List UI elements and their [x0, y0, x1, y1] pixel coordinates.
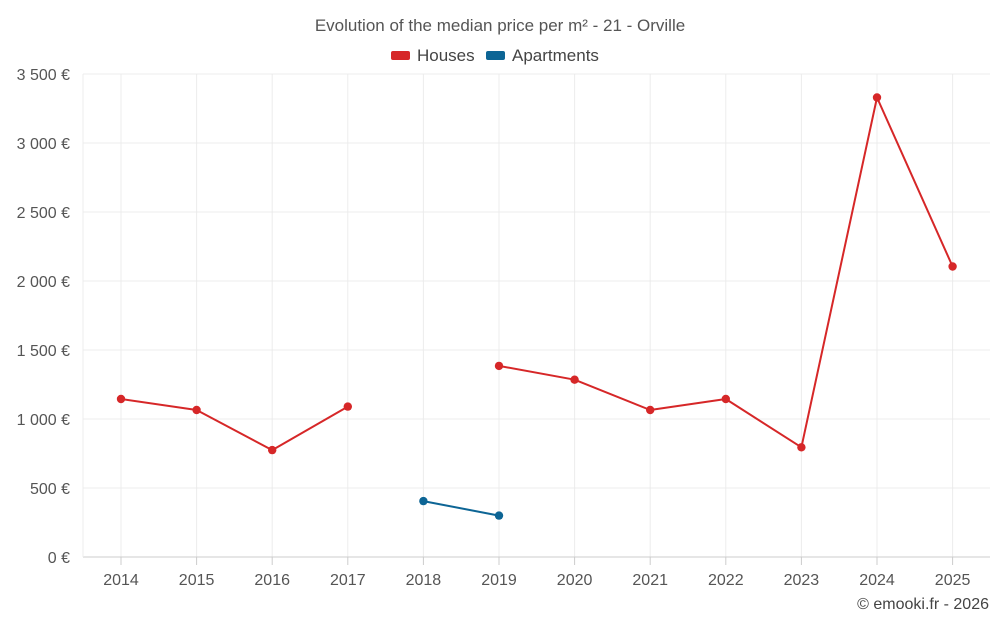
houses-point-2019[interactable]: [494, 361, 504, 371]
y-tick-label: 1 000 €: [17, 412, 70, 429]
chart-title: Evolution of the median price per m² - 2…: [315, 16, 685, 35]
y-tick-label: 2 000 €: [17, 274, 70, 291]
x-tick-label: 2023: [784, 572, 820, 589]
houses-point-2016[interactable]: [268, 445, 277, 455]
x-tick-label: 2017: [330, 572, 366, 589]
apartments-line: [423, 500, 500, 517]
x-tick-label: 2020: [557, 572, 593, 589]
series-apartments: [419, 496, 504, 520]
x-tick-label: 2016: [254, 572, 290, 589]
legend-swatch-houses: [391, 51, 410, 60]
houses-point-2015[interactable]: [192, 405, 201, 415]
credit-text: © emooki.fr - 2026: [857, 596, 989, 613]
houses-point-2024[interactable]: [872, 93, 882, 102]
legend-item-houses[interactable]: Houses: [391, 46, 475, 65]
houses-point-2014[interactable]: [116, 394, 126, 404]
houses-point-2023[interactable]: [797, 443, 806, 452]
x-tick-label: 2024: [859, 572, 895, 589]
series-houses: [116, 93, 957, 455]
x-tick-label: 2019: [481, 572, 517, 589]
houses-line: [120, 398, 349, 452]
legend-label-houses: Houses: [417, 46, 475, 65]
legend-item-apartments[interactable]: Apartments: [486, 46, 599, 65]
y-tick-label: 2 500 €: [17, 205, 70, 222]
data-series: [116, 93, 957, 520]
chart-legend[interactable]: Houses Apartments: [391, 46, 599, 65]
x-tick-label: 2015: [179, 572, 215, 589]
y-tick-label: 0 €: [48, 550, 70, 567]
x-tick-label: 2018: [406, 572, 442, 589]
axes: 0 € 500 € 1 000 € 1 500 € 2 000 € 2 500 € 3 00…: [17, 67, 990, 589]
houses-point-2021[interactable]: [646, 405, 655, 415]
y-tick-label: 3 500 €: [17, 67, 70, 84]
apartments-point-2019[interactable]: [494, 511, 504, 520]
x-tick-label: 2022: [708, 572, 744, 589]
houses-point-2017[interactable]: [343, 402, 352, 411]
houses-point-2020[interactable]: [570, 375, 579, 384]
houses-point-2022[interactable]: [721, 394, 730, 404]
y-tick-label: 500 €: [30, 481, 70, 498]
y-tick-label: 3 000 €: [17, 136, 70, 153]
apartments-point-2018[interactable]: [419, 496, 428, 506]
legend-label-apartments: Apartments: [512, 46, 599, 65]
legend-swatch-apartments: [486, 51, 505, 60]
x-tick-label: 2014: [103, 572, 139, 589]
x-tick-label: 2025: [935, 572, 971, 589]
x-tick-label: 2021: [632, 572, 668, 589]
grid-lines: [83, 73, 990, 557]
y-tick-label: 1 500 €: [17, 343, 70, 360]
houses-point-2025[interactable]: [948, 262, 957, 271]
